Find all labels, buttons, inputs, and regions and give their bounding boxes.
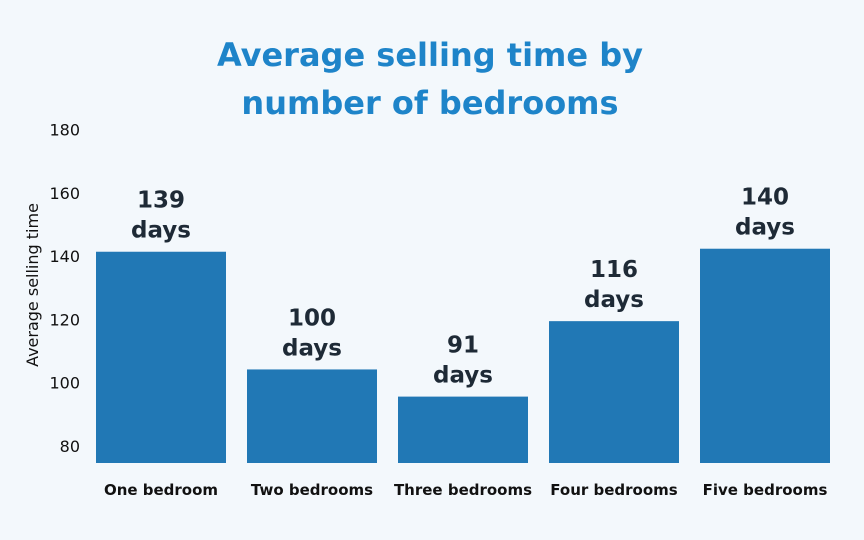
x-tick-label: Three bedrooms (394, 481, 532, 499)
y-tick-label: 180 (49, 121, 80, 140)
y-axis-label: Average selling time (23, 203, 42, 367)
data-label: days (282, 335, 342, 361)
x-axis-ticks: One bedroom Two bedrooms Three bedrooms Fou… (104, 481, 828, 499)
y-tick-label: 140 (49, 247, 80, 266)
y-axis-ticks: 80 100 120 140 160 180 (49, 121, 80, 457)
bar (96, 251, 226, 463)
data-label: 139 (137, 188, 185, 214)
chart-title-line-1: Average selling time by (217, 36, 643, 74)
data-label: 116 (590, 257, 638, 283)
bar (549, 321, 679, 463)
x-tick-label: Five bedrooms (703, 481, 828, 499)
data-label: days (433, 363, 493, 389)
bars (96, 248, 830, 463)
data-label: days (584, 287, 644, 313)
bar (700, 248, 830, 463)
bar (247, 369, 377, 463)
x-tick-label: Two bedrooms (251, 481, 373, 499)
x-tick-label: Four bedrooms (550, 481, 678, 499)
x-tick-label: One bedroom (104, 481, 218, 499)
bar (398, 396, 528, 463)
y-tick-label: 80 (60, 437, 80, 456)
data-label: 91 (447, 333, 479, 359)
data-label: 100 (288, 305, 336, 331)
chart-title-line-2: number of bedrooms (241, 84, 618, 122)
data-label: days (735, 215, 795, 241)
data-label: days (131, 218, 191, 244)
y-tick-label: 160 (49, 184, 80, 203)
y-tick-label: 100 (49, 374, 80, 393)
data-label: 140 (741, 185, 789, 211)
data-labels: 139 days 100 days 91 days 116 days 140 days (131, 185, 795, 389)
y-tick-label: 120 (49, 310, 80, 329)
